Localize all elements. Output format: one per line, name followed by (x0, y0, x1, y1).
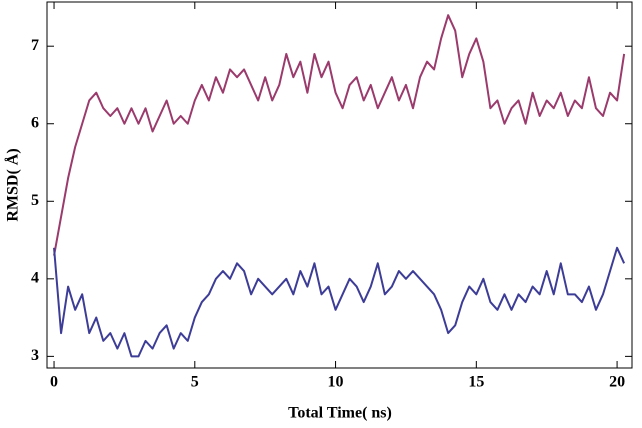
series-line (53, 14, 626, 256)
plot-frame (46, 1, 633, 369)
x-tick-label: 0 (50, 374, 58, 391)
x-tick-label: 20 (609, 374, 625, 391)
series-line (53, 246, 626, 358)
y-tick-label: 6 (31, 114, 39, 131)
x-axis-label: Total Time( ns) (288, 405, 392, 422)
x-tick-label: 10 (328, 374, 344, 391)
x-tick-label: 5 (191, 374, 199, 391)
y-tick-label: 5 (31, 192, 39, 209)
y-tick-label: 7 (31, 37, 39, 54)
y-tick-label: 3 (31, 347, 39, 364)
y-tick-label: 4 (31, 269, 39, 286)
x-tick-label: 15 (468, 374, 484, 391)
y-axis-label: RMSD( Å) (4, 148, 22, 221)
